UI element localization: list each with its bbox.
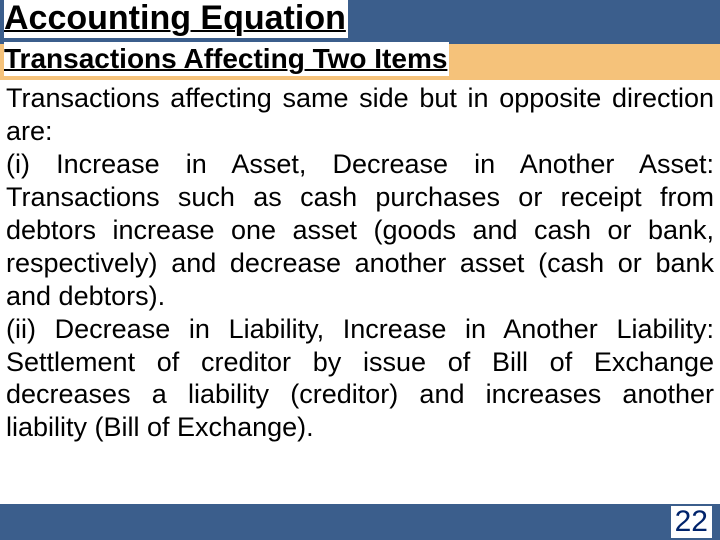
body-text: Transactions affecting same side but in … <box>0 80 720 444</box>
body-intro: Transactions affecting same side but in … <box>6 82 714 148</box>
slide-subtitle: Transactions Affecting Two Items <box>4 42 449 76</box>
body-point-2: (ii) Decrease in Liability, Increase in … <box>6 313 714 445</box>
footer-bar: 22 <box>0 504 720 540</box>
slide-title: Accounting Equation <box>4 0 348 38</box>
slide: Accounting Equation Transactions Affecti… <box>0 0 720 540</box>
title-bar: Accounting Equation <box>0 0 720 44</box>
body-point-1: (i) Increase in Asset, Decrease in Anoth… <box>6 148 714 313</box>
page-number: 22 <box>671 506 712 538</box>
subtitle-bar: Transactions Affecting Two Items <box>0 44 720 80</box>
